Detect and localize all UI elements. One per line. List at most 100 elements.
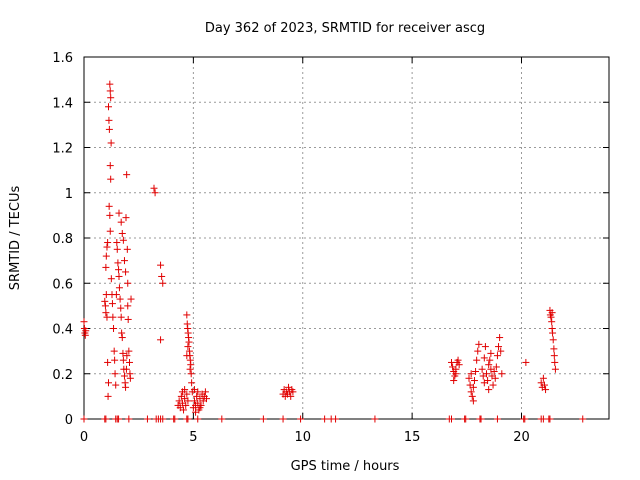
data-point [107, 275, 115, 283]
data-point [490, 367, 498, 375]
data-point [259, 415, 267, 423]
data-point [105, 116, 113, 124]
data-point [101, 297, 109, 305]
data-point [123, 245, 131, 253]
data-point [113, 239, 121, 247]
data-point [491, 374, 499, 382]
data-point [468, 392, 476, 400]
data-point [549, 329, 557, 337]
data-point [158, 272, 166, 280]
data-point [551, 365, 559, 373]
data-point [105, 379, 112, 387]
data-point [122, 214, 130, 222]
data-point [119, 356, 127, 364]
grid-lines [84, 57, 609, 419]
data-point [192, 408, 200, 416]
data-point [104, 358, 112, 366]
data-point [151, 189, 159, 197]
data-point [119, 349, 127, 357]
data-point [287, 392, 295, 400]
data-point [103, 243, 111, 251]
data-point [103, 313, 111, 321]
data-point [489, 381, 497, 389]
data-point [475, 340, 483, 348]
y-tick-label: 1.6 [52, 51, 73, 66]
y-tick-label: 0 [65, 413, 73, 428]
data-point [123, 171, 131, 179]
data-point [118, 334, 126, 342]
data-point [187, 361, 195, 369]
data-point [110, 347, 118, 355]
data-point [106, 80, 114, 88]
data-point [493, 415, 501, 423]
data-point [539, 374, 547, 382]
y-tick-labels: 0 0.2 0.4 0.6 0.8 1 1.2 1.4 1.6 [52, 51, 73, 428]
data-point [118, 329, 126, 337]
data-point [184, 343, 192, 351]
data-point [115, 266, 123, 274]
data-point [126, 358, 133, 366]
data-point [127, 295, 135, 303]
data-point [122, 383, 130, 391]
data-point [115, 415, 123, 423]
data-point [474, 347, 482, 355]
data-point [102, 252, 110, 260]
data-point [124, 302, 132, 310]
data-point [462, 415, 470, 423]
x-tick-label: 20 [513, 430, 530, 445]
data-point [181, 386, 189, 394]
data-point [467, 388, 475, 396]
data-point [480, 379, 488, 387]
data-point [117, 313, 125, 321]
data-point [80, 318, 88, 326]
data-point [188, 379, 196, 387]
data-point [547, 313, 555, 321]
data-point [110, 325, 118, 332]
data-point [448, 415, 455, 423]
data-point [114, 259, 122, 267]
data-point [107, 175, 115, 183]
data-point [125, 415, 133, 423]
y-tick-label: 1.4 [52, 96, 73, 111]
data-point [118, 229, 126, 237]
y-tick-label: 1 [65, 187, 73, 202]
data-point [186, 365, 194, 373]
x-tick-label: 5 [189, 430, 197, 445]
data-point [111, 370, 119, 378]
data-point [116, 295, 124, 303]
data-point [485, 361, 493, 369]
data-point [106, 87, 114, 95]
data-point [279, 415, 287, 423]
data-point [124, 315, 132, 323]
data-point [111, 356, 119, 364]
data-point [143, 415, 151, 423]
data-point [120, 257, 128, 265]
data-point [469, 383, 477, 391]
chart-title: Day 362 of 2023, SRMTID for receiver asc… [205, 21, 485, 36]
data-point [472, 367, 480, 375]
data-points [80, 80, 587, 423]
data-point [297, 415, 305, 423]
data-point [551, 358, 559, 366]
data-point [321, 415, 329, 423]
data-point [117, 304, 125, 312]
data-point [107, 139, 115, 147]
data-point [106, 227, 114, 235]
data-point [546, 415, 554, 423]
data-point [493, 352, 501, 360]
data-point [332, 415, 340, 423]
x-tick-label: 0 [80, 430, 88, 445]
data-point [112, 381, 120, 389]
data-point [465, 374, 473, 382]
data-point [115, 272, 123, 280]
data-point [106, 211, 114, 219]
data-point [542, 386, 550, 394]
data-point [101, 302, 109, 310]
data-point [125, 347, 133, 355]
y-tick-label: 0.6 [52, 277, 73, 292]
data-point [498, 370, 506, 378]
data-point [496, 334, 504, 342]
data-point [470, 377, 478, 385]
y-tick-label: 0.4 [52, 323, 73, 338]
